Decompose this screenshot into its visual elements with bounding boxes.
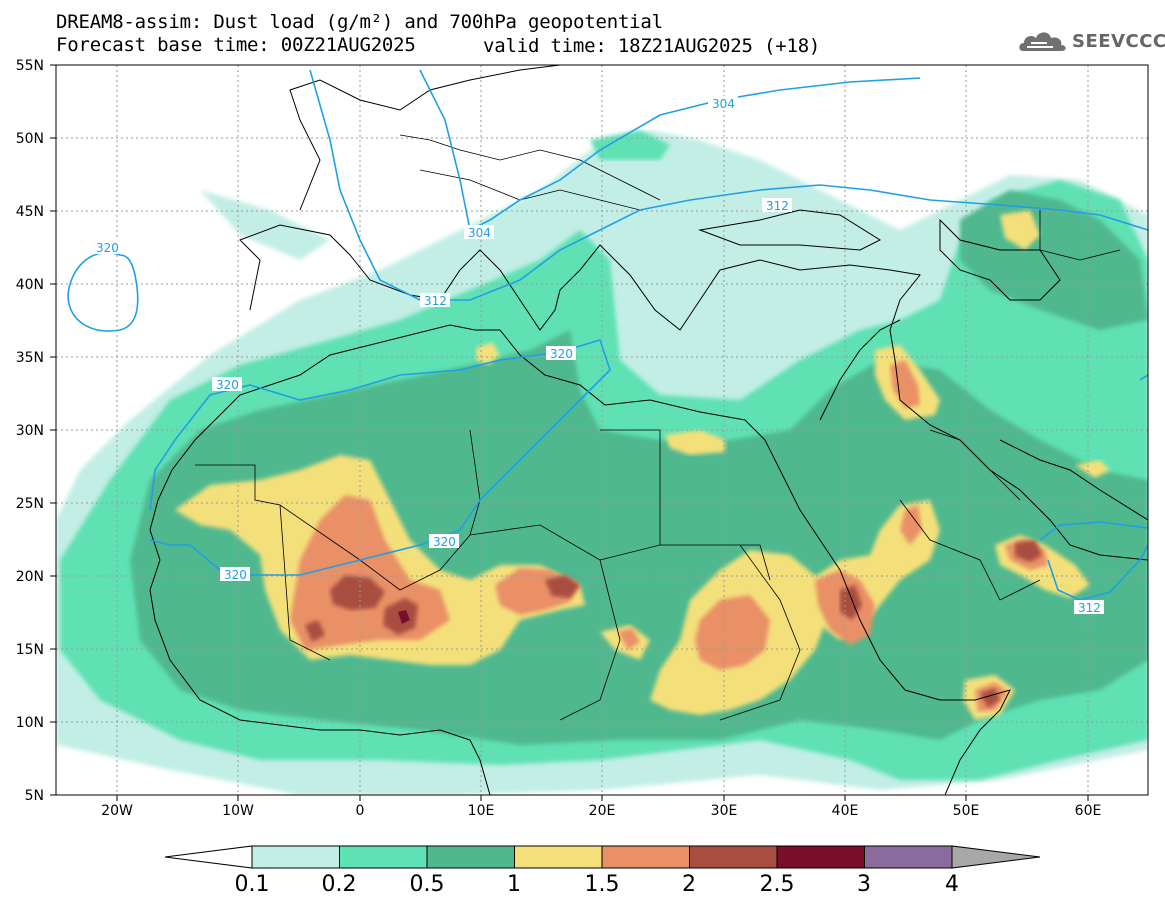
svg-text:320: 320 (550, 347, 573, 361)
colorbar-label: 2 (682, 872, 696, 897)
colorbar-label: 3 (857, 872, 871, 897)
contour-label-312: 312 (762, 198, 792, 213)
colorbar-label: 1.5 (584, 872, 620, 897)
dust-level-1 (476, 342, 500, 365)
lat-label: 5N (25, 788, 44, 804)
colorbar-under-triangle (164, 845, 253, 869)
colorbar-segment (601, 845, 690, 869)
contour-label-304: 304 (464, 225, 494, 240)
svg-text:312: 312 (1078, 601, 1101, 615)
coastlines (149, 65, 1148, 795)
dust-field (56, 65, 1148, 795)
seevccc-logo: SEEVCCC (1017, 26, 1165, 56)
colorbar-segment (864, 845, 953, 869)
svg-text:304: 304 (712, 97, 735, 111)
lon-label: 10W (222, 803, 254, 819)
dust-level-2 (980, 688, 1000, 708)
dust-level-2 (305, 620, 325, 642)
svg-text:320: 320 (96, 241, 119, 255)
lat-label: 25N (16, 496, 44, 512)
lon-label: 40E (832, 803, 859, 819)
lon-label: 20W (101, 803, 133, 819)
colorbar-segment (689, 845, 778, 869)
lat-label: 30N (16, 423, 44, 439)
lat-label: 55N (16, 58, 44, 74)
contour-label-312: 312 (1074, 600, 1104, 615)
dust-level-2 (330, 575, 385, 610)
map-title: DREAM8-assim: Dust load (g/m²) and 700hP… (56, 11, 663, 33)
svg-text:304: 304 (468, 226, 491, 240)
colorbar-over-triangle (951, 845, 1041, 869)
colorbar-segment (514, 845, 603, 869)
dust-level-1.5 (890, 360, 920, 408)
dust-level-0.1 (200, 190, 330, 260)
dust-level-1.5 (695, 595, 770, 670)
lon-label: 10E (468, 803, 495, 819)
lon-label: 0 (356, 803, 365, 819)
lat-label: 45N (16, 204, 44, 220)
colorbar-label: 1 (507, 872, 521, 897)
svg-text:320: 320 (216, 378, 239, 392)
contour-label-304: 304 (708, 96, 738, 111)
forecast-base-time: Forecast base time: 00Z21AUG2025 (56, 34, 416, 56)
cloud-icon (1019, 32, 1066, 51)
lat-label: 40N (16, 277, 44, 293)
colorbar-segment (251, 845, 340, 869)
svg-text:312: 312 (424, 294, 447, 308)
contour-label-312: 312 (420, 293, 450, 308)
contour-label-320: 320 (429, 534, 459, 549)
valid-time: valid time: 18Z21AUG2025 (+18) (483, 35, 821, 57)
contour-labels: 304 304 312 312 312 320 320 320 320 320 (92, 96, 1104, 615)
latitude-labels: 55N 50N 45N 40N 35N 30N 25N 20N 15N 10N … (16, 58, 44, 804)
dust-level-1 (665, 430, 725, 455)
dust-level-2 (1015, 540, 1042, 562)
dust-level-1 (1075, 460, 1110, 478)
colorbar-segment (776, 845, 865, 869)
colorbar-label: 0.2 (321, 872, 357, 897)
contour-label-320: 320 (220, 567, 250, 582)
axis-ticks (50, 64, 1089, 801)
dust-level-2.5 (398, 610, 410, 624)
lon-label: 20E (589, 803, 616, 819)
colorbar-segment (426, 845, 515, 869)
lon-label: 60E (1075, 803, 1102, 819)
dust-level-2 (545, 575, 580, 598)
dust-level-1 (1000, 210, 1040, 250)
logo-text: SEEVCCC (1072, 30, 1165, 52)
colorbar-segment (339, 845, 428, 869)
svg-text:320: 320 (224, 568, 247, 582)
colorbar-label: 0.1 (234, 872, 270, 897)
colorbar-label: 2.5 (759, 872, 795, 897)
lat-label: 10N (16, 715, 44, 731)
dust-level-0.2 (590, 130, 670, 160)
lon-label: 30E (711, 803, 738, 819)
contour-label-320: 320 (212, 377, 242, 392)
lat-label: 35N (16, 350, 44, 366)
dust-level-1.5 (900, 505, 922, 545)
contour-label-320: 320 (92, 240, 122, 255)
longitude-labels: 20W 10W 0 10E 20E 30E 40E 50E 60E (101, 803, 1101, 819)
lat-label: 50N (16, 131, 44, 147)
colorbar-label: 0.5 (409, 872, 445, 897)
lon-label: 50E (953, 803, 980, 819)
contour-label-320: 320 (546, 346, 576, 361)
lat-label: 15N (16, 642, 44, 658)
colorbar (164, 845, 1041, 869)
dust-level-1.5 (618, 628, 640, 650)
svg-text:312: 312 (766, 199, 789, 213)
geopotential-contours (67, 69, 1148, 601)
lat-label: 20N (16, 569, 44, 585)
svg-text:320: 320 (433, 535, 456, 549)
colorbar-label: 4 (945, 872, 959, 897)
